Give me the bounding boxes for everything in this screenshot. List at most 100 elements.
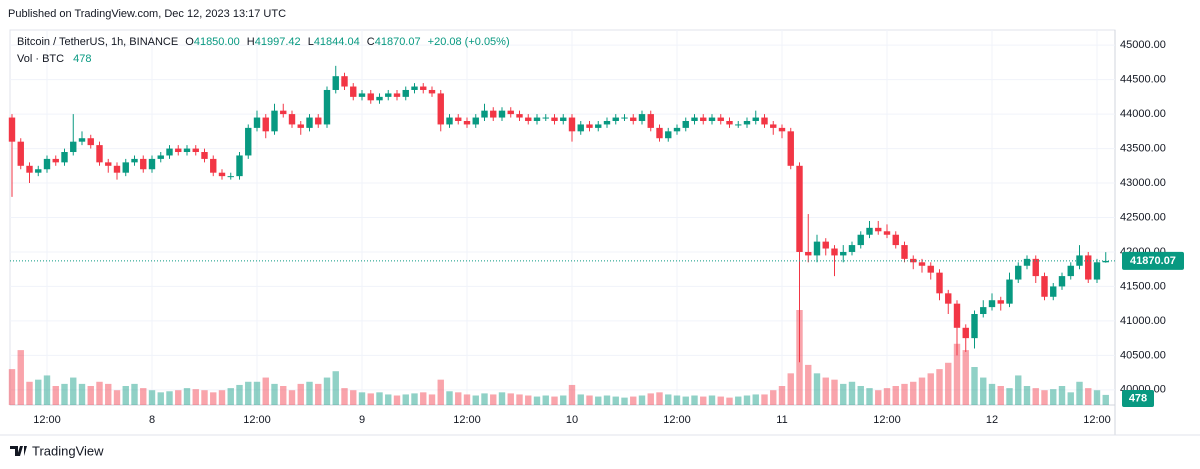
candle-body — [1050, 286, 1057, 297]
volume-bar — [988, 383, 996, 405]
y-tick-label: 43000.00 — [1120, 177, 1166, 189]
volume-bar — [280, 386, 287, 405]
volume-bar — [603, 395, 611, 405]
last-price-tag — [1122, 251, 1184, 270]
candle-body — [1006, 279, 1013, 304]
volume-bar — [542, 395, 549, 405]
volume-bar — [971, 367, 978, 405]
x-tick-label: 9 — [359, 414, 365, 426]
candle-body — [743, 120, 751, 125]
volume-bar — [113, 390, 121, 405]
candle-body — [778, 127, 786, 132]
volume-bar — [463, 394, 471, 405]
candle-body — [708, 117, 716, 121]
candle-body — [428, 89, 436, 94]
candle-body — [1067, 265, 1074, 277]
volume-bar — [700, 396, 707, 405]
volume-bar — [323, 377, 331, 405]
x-tick-label: 12:00 — [453, 414, 481, 426]
volume-bar — [140, 388, 147, 405]
candle-body — [691, 117, 698, 121]
candle-body — [105, 162, 112, 166]
volume-bar — [1041, 390, 1048, 405]
volume-bar — [43, 375, 51, 405]
candle-body — [481, 110, 488, 118]
brand-name: TradingView — [32, 443, 104, 458]
volume-bar — [630, 396, 637, 405]
candle-body — [297, 124, 304, 128]
volume-bar — [831, 379, 838, 405]
volume-bar — [656, 392, 663, 405]
candle-body — [647, 114, 654, 128]
volume-bar — [507, 393, 514, 405]
candle-body — [822, 241, 829, 249]
candle-body — [1015, 265, 1022, 280]
volume-bar — [691, 395, 698, 405]
volume-bar — [446, 391, 453, 405]
volume-bar — [210, 392, 217, 405]
volume-bar — [551, 396, 558, 405]
candle-body — [306, 117, 313, 128]
candle-body — [656, 127, 663, 139]
candle-body — [490, 110, 497, 118]
candle-body — [262, 117, 269, 132]
candle-body — [805, 251, 812, 256]
candle-body — [560, 117, 567, 121]
volume-bar — [673, 395, 681, 405]
candle-body — [507, 110, 514, 115]
x-tick-label: 12:00 — [1083, 414, 1111, 426]
volume-bar — [621, 397, 628, 405]
volume-bar — [271, 383, 278, 405]
candle-body — [236, 155, 243, 177]
volume-bar — [1085, 388, 1092, 405]
volume-bar — [35, 379, 42, 405]
volume-bar — [997, 386, 1004, 405]
volume-bar — [385, 394, 392, 405]
volume-bar — [840, 383, 847, 405]
volume-bar — [472, 395, 479, 405]
candle-body — [962, 327, 969, 339]
candle-body — [367, 93, 374, 101]
candle-body — [980, 307, 987, 315]
candle-body — [525, 117, 532, 121]
volume-bar — [428, 394, 436, 405]
ohlc-label: H — [247, 36, 255, 48]
candle-body — [770, 124, 777, 128]
volume-label: Vol · BTC — [17, 53, 64, 65]
volume-bar — [568, 384, 576, 405]
volume-bar — [953, 343, 961, 405]
candle-body — [332, 76, 339, 90]
volume-bar — [708, 395, 716, 405]
x-tick-label: 12 — [986, 414, 998, 426]
y-tick-label: 44500.00 — [1120, 74, 1166, 86]
volume-bar — [122, 386, 129, 405]
volume-bar — [647, 393, 654, 405]
volume-bar — [525, 395, 532, 405]
candle-body — [621, 117, 628, 119]
volume-bar — [822, 377, 829, 405]
volume-bar — [490, 394, 497, 405]
volume-tag-label: 478 — [1129, 392, 1147, 404]
candle-body — [603, 120, 611, 125]
volume-bar — [1058, 386, 1066, 405]
candle-body — [726, 120, 733, 125]
candle-body — [446, 117, 453, 125]
candle-body — [1023, 258, 1031, 266]
candle-body — [166, 148, 173, 156]
candle-body — [1076, 255, 1083, 266]
candle-body — [245, 127, 252, 156]
candle-body — [918, 262, 926, 266]
candle-body — [148, 158, 156, 170]
candle-body — [997, 300, 1004, 304]
volume-bar — [227, 388, 234, 405]
candle-body — [341, 76, 348, 87]
volume-bar — [341, 388, 348, 405]
last-price-label: 41870.07 — [1130, 255, 1176, 267]
volume-bar — [1015, 375, 1022, 405]
candle-body — [122, 162, 129, 173]
y-tick-label: 43500.00 — [1120, 142, 1166, 154]
volume-bar — [437, 379, 444, 405]
candle-body — [1041, 276, 1048, 297]
volume-legend: Vol · BTC 478 — [17, 53, 92, 65]
